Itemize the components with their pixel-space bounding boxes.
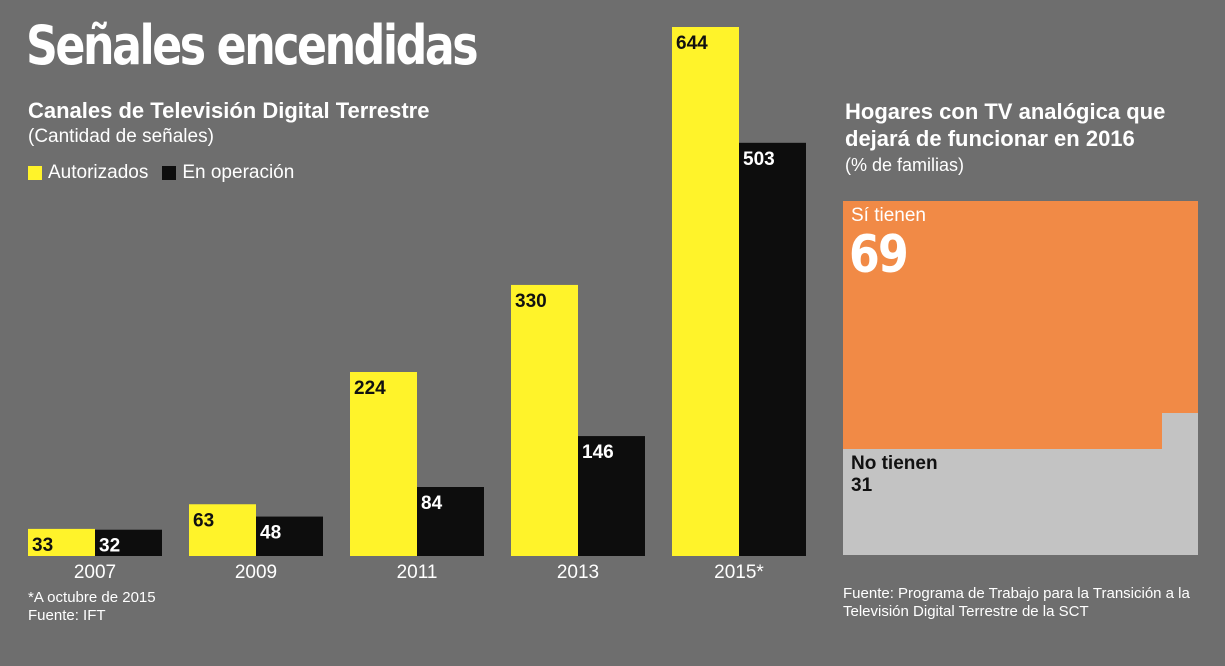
bar-label-autorizados-2009: 63	[193, 510, 214, 531]
bar-chart: 33 32 2007 63 48 2009 224 84 2011 330 146 2013 644 50…	[28, 27, 806, 583]
bar-chart-units: (Cantidad de señales)	[28, 126, 214, 147]
legend-label-authorized: Autorizados	[48, 162, 149, 183]
households-source: Fuente: Programa de Trabajo para la Tran…	[843, 585, 1190, 620]
legend-item-operating: En operación	[162, 162, 294, 184]
bar-chart-subtitle: Canales de Televisión Digital Terrestre	[28, 98, 430, 123]
households-title: Hogares con TV analógica que dejará de f…	[845, 99, 1166, 151]
bar-label-autorizados-2013: 330	[515, 291, 547, 312]
legend: Autorizados En operación	[28, 162, 308, 184]
bar-label-autorizados-2007: 33	[32, 535, 53, 556]
legend-label-operating: En operación	[182, 162, 295, 183]
no-tienen-value: 31	[851, 475, 873, 496]
footnote: *A octubre de 2015 Fuente: IFT	[28, 589, 156, 625]
footnote-source: Fuente: IFT	[28, 607, 106, 624]
chart-title: Señales encendidas	[26, 14, 479, 77]
bar-label-en-operacion-2015: 503	[743, 149, 775, 170]
households-panel: Sí tienen 69 No tienen 31	[843, 201, 1198, 555]
bar-label-autorizados-2015: 644	[676, 33, 708, 54]
si-tienen-area	[843, 201, 1162, 449]
legend-swatch-operating	[162, 166, 177, 180]
no-tienen-label: No tienen	[851, 453, 938, 474]
bar-autorizados-2007	[28, 528, 95, 556]
si-tienen-value: 69	[849, 225, 909, 285]
bar-autorizados-2011	[350, 372, 417, 556]
bar-en-operacion-2015	[739, 142, 806, 557]
bar-label-en-operacion-2013: 146	[582, 442, 614, 463]
bar-en-operacion-2007	[95, 529, 162, 556]
si-tienen-label: Sí tienen	[851, 205, 926, 226]
si-tienen-area-tail	[1162, 201, 1198, 413]
households-units: (% de familias)	[845, 155, 965, 175]
bar-label-en-operacion-2009: 48	[260, 523, 281, 544]
x-tick-2011: 2011	[397, 562, 438, 583]
x-tick-2013: 2013	[557, 562, 599, 583]
bar-autorizados-2009	[189, 504, 256, 556]
bar-en-operacion-2009	[256, 516, 323, 556]
bar-label-en-operacion-2011: 84	[421, 493, 443, 514]
bar-label-autorizados-2011: 224	[354, 378, 386, 399]
x-tick-2009: 2009	[235, 562, 277, 583]
bar-autorizados-2015	[672, 27, 739, 556]
legend-swatch-authorized	[28, 166, 42, 180]
bar-en-operacion-2011	[417, 487, 484, 556]
x-tick-2015: 2015*	[714, 562, 764, 583]
footnote-note: *A octubre de 2015	[28, 589, 156, 606]
bar-en-operacion-2013	[578, 436, 645, 556]
bar-autorizados-2013	[511, 284, 578, 556]
legend-item-authorized: Autorizados	[28, 162, 148, 184]
bar-label-en-operacion-2007: 32	[99, 536, 120, 557]
x-tick-2007: 2007	[74, 562, 116, 583]
